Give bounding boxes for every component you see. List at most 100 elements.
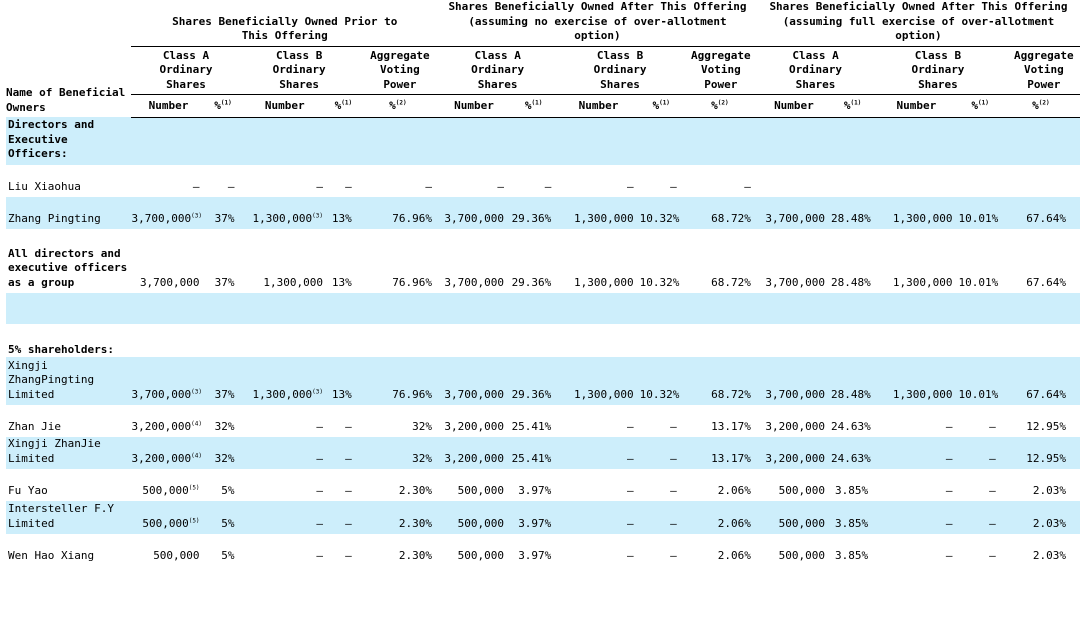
full-ex-class-a-number <box>756 165 831 197</box>
no-ex-voting-power: 13.17% <box>682 437 757 469</box>
no-ex-class-a-pct: 25.41% <box>510 437 558 469</box>
no-ex-class-b-number: — <box>557 165 640 197</box>
owner-name: Zhang Pingting <box>6 197 132 229</box>
no-ex-class-b-pct: 10.32% <box>639 197 683 229</box>
owner-name: Zhan Jie <box>6 405 132 437</box>
prior-class-b-number: — <box>240 165 329 197</box>
prior-class-b-pct: — <box>328 405 358 437</box>
no-ex-voting-power: 13.17% <box>682 405 757 437</box>
no-ex-class-b-number: 1,300,000 <box>557 197 640 229</box>
full-ex-class-a-number: 500,000 <box>756 534 831 566</box>
column-header-row: Number %(1) Number %(1) %(2) Number %(1)… <box>6 94 1080 118</box>
full-ex-class-a-header: Class A Ordinary Shares <box>756 46 875 95</box>
col-number: Number <box>756 94 831 118</box>
no-ex-class-b-number: — <box>557 534 640 566</box>
prior-class-b-pct: 13% <box>328 357 358 405</box>
full-ex-class-b-pct: — <box>958 405 1002 437</box>
owner-name: Xingji ZhanJie Limited <box>6 437 132 469</box>
no-ex-class-b-number: 1,300,000 <box>557 229 640 293</box>
no-ex-class-a-pct: 25.41% <box>510 405 558 437</box>
col-pct: %(1) <box>958 94 1002 118</box>
prior-class-a-pct: 5% <box>205 501 241 534</box>
prior-class-a-number: 3,200,000(4) <box>131 405 206 437</box>
prior-class-b-pct: — <box>328 437 358 469</box>
prior-class-b-number: 1,300,000 <box>240 229 329 293</box>
prior-voting-power: 2.30% <box>357 534 438 566</box>
full-ex-class-b-pct <box>958 165 1002 197</box>
footnote-ref: (4) <box>191 419 202 427</box>
group-header-after-full-exercise: Shares Beneficially Owned After This Off… <box>756 0 1080 47</box>
col-number: Number <box>240 94 329 118</box>
full-ex-class-b-number: — <box>874 469 959 501</box>
prior-class-a-number: 500,000(5) <box>131 469 206 501</box>
prior-voting-power: 32% <box>357 405 438 437</box>
prior-class-a-pct: 5% <box>205 469 241 501</box>
full-ex-voting-power: 2.03% <box>1001 501 1080 534</box>
full-ex-class-a-pct: 3.85% <box>830 534 875 566</box>
no-ex-class-b-pct: — <box>639 469 683 501</box>
prior-class-a-number: 3,200,000(4) <box>131 437 206 469</box>
no-ex-class-a-number: 3,700,000 <box>438 229 510 293</box>
table-row: Intersteller F.Y Limited 500,000(5) 5% — —2.… <box>6 501 1080 534</box>
no-ex-class-a-pct: 29.36% <box>510 357 558 405</box>
footnote-ref: (3) <box>191 387 202 395</box>
full-ex-class-a-pct: 28.48% <box>830 197 875 229</box>
spacer-row <box>6 293 1080 324</box>
full-ex-class-b-pct: — <box>958 501 1002 534</box>
col-number: Number <box>131 94 206 118</box>
table-row: Xingji ZhangPingting Limited 3,700,000(3)… <box>6 357 1080 405</box>
prior-class-a-pct: 32% <box>205 437 241 469</box>
owner-name: All directors and executive officers as … <box>6 229 132 293</box>
footnote-ref: (3) <box>191 211 202 219</box>
no-ex-class-b-number: — <box>557 437 640 469</box>
full-ex-class-a-pct: 28.48% <box>830 357 875 405</box>
prior-class-a-pct: 37% <box>205 197 241 229</box>
no-ex-voting-power: 2.06% <box>682 469 757 501</box>
full-ex-class-a-pct: 24.63% <box>830 437 875 469</box>
table-row: Zhan Jie 3,200,000(4) 32% — —32% 3,200,000 25.… <box>6 405 1080 437</box>
full-ex-class-b-pct: — <box>958 534 1002 566</box>
no-ex-class-a-pct: 29.36% <box>510 229 558 293</box>
full-ex-voting-power: 67.64% <box>1001 357 1080 405</box>
prior-class-a-number: 3,700,000(3) <box>131 357 206 405</box>
no-ex-class-b-pct: 10.32% <box>639 229 683 293</box>
full-ex-class-b-number: — <box>874 405 959 437</box>
director-rows: Liu Xiaohua — — — — — — — — — — Zhang Pingting 3,700… <box>6 165 1080 293</box>
no-ex-class-a-header: Class A Ordinary Shares <box>438 46 558 95</box>
prior-class-b-pct: — <box>328 165 358 197</box>
no-ex-class-b-pct: — <box>639 501 683 534</box>
full-ex-voting-power: 67.64% <box>1001 229 1080 293</box>
no-ex-class-a-pct: 3.97% <box>510 534 558 566</box>
prior-class-b-pct: — <box>328 534 358 566</box>
prior-class-b-number: — <box>240 469 329 501</box>
full-ex-voting-power: 12.95% <box>1001 437 1080 469</box>
full-ex-class-b-pct: — <box>958 437 1002 469</box>
col-number: Number <box>438 94 510 118</box>
no-ex-class-a-pct: — <box>510 165 558 197</box>
full-ex-class-b-pct: 10.01% <box>958 357 1002 405</box>
col-pct: %(1) <box>205 94 241 118</box>
prior-voting-power: 76.96% <box>357 197 438 229</box>
owner-name: Fu Yao <box>6 469 132 501</box>
owner-name: Xingji ZhangPingting Limited <box>6 357 132 405</box>
full-ex-class-a-pct <box>830 165 875 197</box>
footnote-ref: (4) <box>191 451 202 459</box>
no-ex-class-a-number: 500,000 <box>438 469 510 501</box>
prior-voting-power: 2.30% <box>357 501 438 534</box>
full-ex-class-b-pct: — <box>958 469 1002 501</box>
full-ex-class-a-number: 500,000 <box>756 501 831 534</box>
beneficial-ownership-table: Shares Beneficially Owned Prior to This … <box>6 0 1080 566</box>
prior-class-a-number: 500,000 <box>131 534 206 566</box>
footnote-ref: (5) <box>188 516 200 524</box>
prior-class-b-pct: — <box>328 501 358 534</box>
prior-class-a-header: Class A Ordinary Shares <box>131 46 241 95</box>
full-ex-class-b-number: — <box>874 501 959 534</box>
col-pct: %(1) <box>639 94 683 118</box>
prior-class-a-pct: 32% <box>205 405 241 437</box>
full-ex-class-b-number: 1,300,000 <box>874 229 959 293</box>
prior-class-a-number: 500,000(5) <box>131 501 206 534</box>
full-ex-class-b-pct: 10.01% <box>958 229 1002 293</box>
footnote-ref: (3) <box>312 211 323 219</box>
full-ex-voting-power: 67.64% <box>1001 197 1080 229</box>
col-number: Number <box>874 94 959 118</box>
